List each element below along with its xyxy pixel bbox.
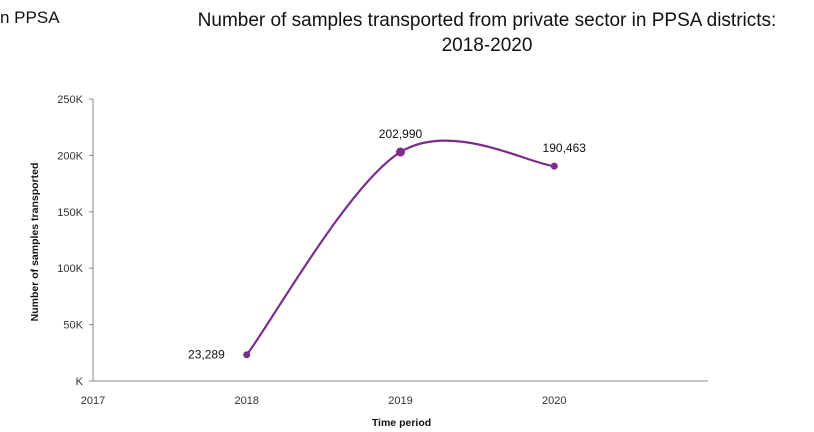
x-axis-title: Time period	[372, 417, 431, 429]
chart-title-line-1: Number of samples transported from priva…	[197, 10, 777, 31]
data-point	[396, 147, 405, 157]
x-tick-label: 2020	[542, 395, 566, 407]
y-tick-label: 100K	[57, 263, 83, 275]
y-tick-label: 150K	[57, 207, 83, 219]
x-tick-label: 2017	[81, 395, 105, 407]
y-tick-label: 250K	[57, 94, 83, 106]
y-axis-ticks: K 50K 100K 150K 200K 250K	[57, 94, 93, 388]
data-point	[550, 162, 558, 170]
data-label: 190,463	[543, 141, 587, 155]
data-labels: 23,289 202,990 190,463	[188, 127, 586, 362]
data-label: 202,990	[379, 127, 423, 141]
data-points	[243, 147, 558, 359]
data-label: 23,289	[188, 348, 225, 362]
data-point	[243, 351, 251, 359]
y-tick-label: 200K	[57, 150, 83, 162]
series-line	[245, 139, 555, 356]
x-tick-label: 2019	[388, 395, 412, 407]
x-tick-label: 2018	[235, 395, 259, 407]
y-tick-label: 50K	[63, 320, 83, 332]
y-axis-title: Number of samples transported	[29, 163, 41, 322]
header-fragment: n PPSA	[0, 8, 60, 27]
chart-title-line-2: 2018-2020	[441, 35, 533, 56]
chart-title: Number of samples transported from priva…	[160, 8, 814, 58]
x-axis-ticks: 2017 2018 2019 2020	[81, 395, 567, 407]
y-tick-label: K	[76, 376, 84, 388]
